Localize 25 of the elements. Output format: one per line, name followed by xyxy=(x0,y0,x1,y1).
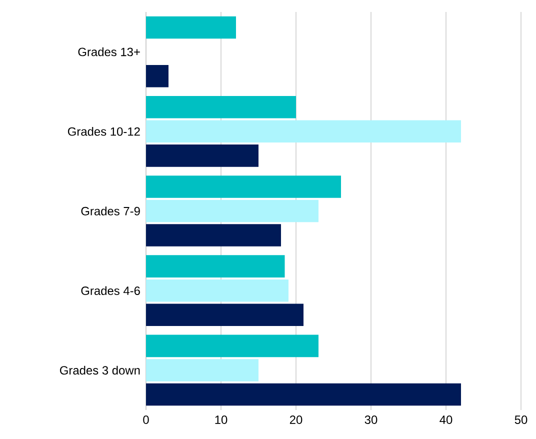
x-tick-label: 0 xyxy=(143,416,149,424)
bar xyxy=(146,64,168,88)
bar xyxy=(146,279,288,302)
y-tick-label: Grades 4-6 xyxy=(81,286,140,295)
bar xyxy=(146,16,236,39)
y-tick-label: Grades 3 down xyxy=(60,366,140,375)
bar xyxy=(146,224,281,246)
y-tick-label: Grades 10-12 xyxy=(68,127,140,136)
bar xyxy=(146,96,296,118)
bar xyxy=(146,200,318,222)
x-tick-label: 10 xyxy=(215,416,228,424)
x-tick-label: 20 xyxy=(290,416,302,424)
bar xyxy=(146,176,341,198)
y-tick-label: Grades 13+ xyxy=(78,47,140,56)
x-tick-label: 40 xyxy=(440,416,452,424)
bar xyxy=(146,334,318,358)
x-tick-label: 30 xyxy=(364,416,378,424)
y-tick-label: Grades 7-9 xyxy=(81,206,140,216)
bar xyxy=(146,304,304,326)
bar xyxy=(146,359,258,382)
x-tick-label: 50 xyxy=(514,416,528,424)
bar xyxy=(146,144,258,167)
bar xyxy=(146,120,461,143)
bar xyxy=(146,383,461,406)
bar xyxy=(146,255,285,278)
